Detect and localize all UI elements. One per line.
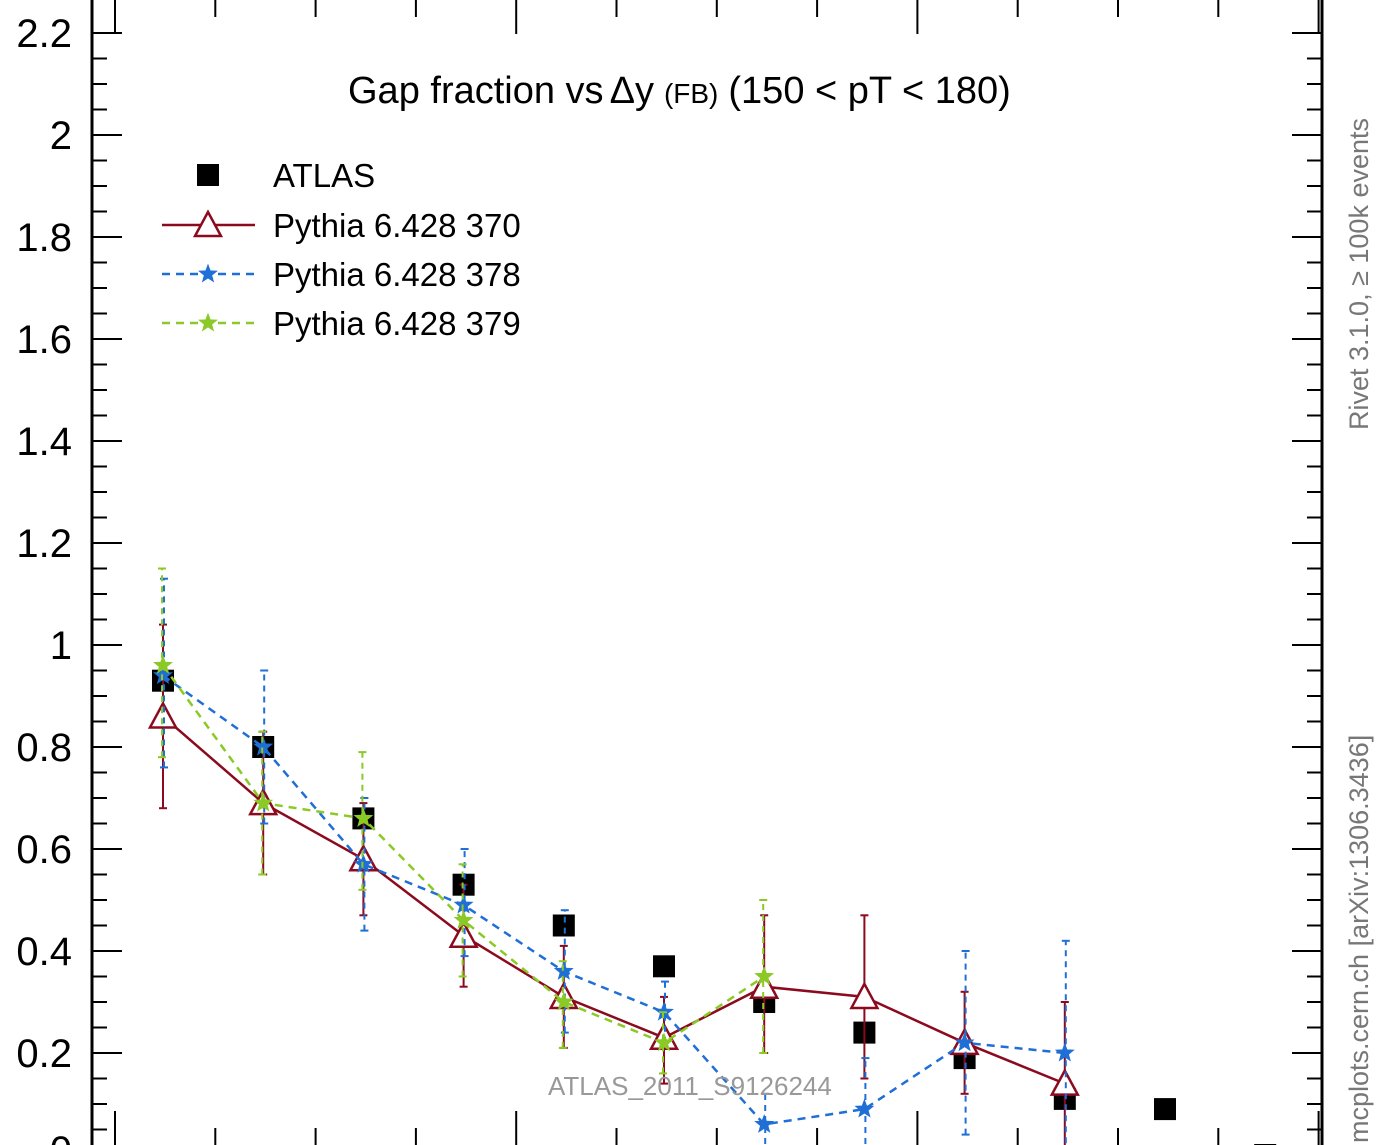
data-point — [954, 1032, 975, 1052]
series-line — [162, 715, 1066, 1085]
y-tick-label: 1.8 — [16, 216, 72, 260]
y-tick-label: 0.2 — [16, 1032, 72, 1076]
data-point — [854, 1098, 875, 1118]
chart-title: Gap fraction vs Δy (FB) (150 < pT < 180) — [348, 70, 1011, 112]
y-tick-label: 0.4 — [16, 930, 72, 974]
data-point — [553, 960, 574, 980]
legend-marker — [192, 209, 224, 238]
y-tick-label: 1 — [50, 624, 72, 668]
y-tick-label: 0 — [50, 1129, 72, 1145]
data-point — [849, 981, 880, 1010]
y-tick-label: 1.2 — [16, 522, 72, 566]
legend-marker — [197, 164, 219, 186]
series-pythia-6-428-379 — [153, 567, 775, 1075]
legend-marker — [198, 312, 218, 332]
data-point — [453, 909, 474, 929]
series-line — [162, 674, 1065, 1126]
series-pythia-6-428-378 — [153, 577, 1075, 1145]
data-series — [147, 567, 1277, 1145]
data-point — [553, 991, 574, 1011]
data-point — [448, 920, 479, 948]
data-point — [253, 792, 274, 812]
y-axis: 0.2 0.4 0.6 0.8 1 1.2 1.4 1.6 1.8 2 2.2 0 — [16, 12, 1322, 1145]
y-tick-label: 1.6 — [16, 318, 72, 362]
plot-frame — [90, 0, 1324, 1145]
series-pythia-6-428-370 — [147, 623, 1080, 1145]
y-tick-label: 0.8 — [16, 726, 72, 770]
data-point — [552, 914, 575, 937]
data-point — [1054, 1042, 1075, 1062]
data-point — [153, 654, 173, 674]
data-point — [653, 955, 675, 978]
legend-label: Pythia 6.428 378 — [273, 256, 521, 293]
side-text-bottom: mcplots.cern.ch [arXiv:1306.3436] — [1344, 735, 1374, 1143]
legend-marker — [198, 263, 218, 283]
data-point — [754, 1113, 775, 1133]
y-tick-label: 2.2 — [16, 12, 72, 56]
legend-label: Pythia 6.428 379 — [273, 305, 521, 342]
y-tick-label: 0.6 — [16, 828, 72, 872]
watermark: ATLAS_2011_S9126244 — [548, 1071, 832, 1101]
legend: ATLAS Pythia 6.428 370 Pythia 6.428 378 Pyt… — [162, 157, 521, 342]
data-point — [1154, 1098, 1176, 1121]
data-point — [147, 700, 179, 729]
data-point — [754, 966, 775, 985]
side-text-top: Rivet 3.1.0, ≥ 100k events — [1344, 118, 1374, 430]
x-axis — [114, 0, 1320, 1145]
legend-label: Pythia 6.428 370 — [273, 207, 521, 244]
y-tick-label: 2 — [50, 114, 72, 158]
legend-label: ATLAS — [273, 157, 375, 194]
y-tick-label: 1.4 — [16, 420, 72, 464]
data-point — [654, 1032, 674, 1052]
data-point — [353, 807, 374, 827]
